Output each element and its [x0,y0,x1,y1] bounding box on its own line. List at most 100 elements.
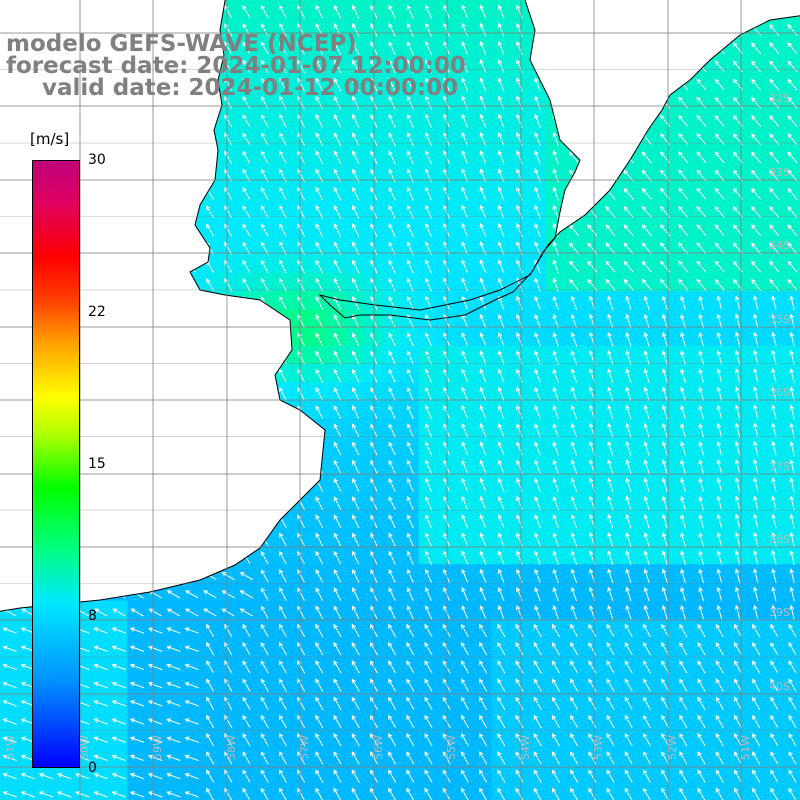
wind-vector [461,496,469,510]
wind-vector [333,623,342,638]
wind-vector [733,696,742,710]
wind-speed-cell [145,273,165,292]
wind-vector [752,714,761,729]
wind-speed-cell [327,782,347,800]
wind-vector [352,186,360,201]
wind-vector [133,351,142,364]
wind-speed-cell [618,91,638,110]
wind-speed-cell [382,291,401,310]
wind-vector [461,259,469,274]
wind-vector [679,696,688,710]
wind-vector [166,590,181,599]
wind-speed-cell [564,200,583,219]
wind-vector [625,350,632,365]
wind-speed-cell [200,327,219,347]
wind-speed-cell [527,618,547,638]
wind-speed-cell [582,728,602,747]
wind-speed-cell [764,218,784,238]
wind-speed-cell [309,218,329,238]
wind-vector [714,224,725,237]
wind-speed-cell [546,746,565,765]
wind-speed-cell [564,273,583,292]
wind-speed-cell [691,764,711,784]
wind-speed-cell [709,0,729,19]
wind-speed-cell [364,655,383,674]
wind-speed-cell [91,400,110,420]
wind-speed-cell [163,764,183,784]
wind-vector [461,4,469,19]
wind-vector [479,40,487,56]
wind-vector [733,732,742,747]
lon-label: 59W [151,735,164,760]
wind-speed-cell [455,764,474,784]
wind-speed-cell [473,764,492,784]
wind-speed-cell [564,36,583,56]
wind-vector [5,151,15,164]
wind-speed-cell [637,273,656,292]
wind-speed-cell [364,509,383,529]
wind-vector [770,714,779,729]
wind-speed-cell [291,382,310,401]
wind-vector [424,568,432,583]
wind-vector [333,514,342,529]
wind-vector [388,623,397,638]
wind-vector [698,513,704,529]
wind-vector [184,754,199,762]
wind-speed-cell [418,455,438,474]
wind-vector [697,769,706,783]
wind-speed-cell [764,254,784,274]
wind-vector [497,222,505,238]
wind-speed-cell [145,327,165,347]
wind-vector [534,586,541,602]
wind-vector [260,5,269,19]
wind-vector [333,405,342,419]
wind-speed-cell [728,236,747,256]
wind-vector [424,59,432,74]
wind-vector [552,4,559,19]
wind-speed-cell [273,600,292,620]
wind-vector [96,478,106,492]
wind-vector [242,114,251,128]
wind-vector [697,678,706,692]
wind-speed-cell [709,54,729,74]
wind-speed-cell [218,72,238,92]
wind-vector [206,314,215,328]
wind-speed-cell [236,400,256,420]
wind-speed-cell [364,637,383,656]
wind-vector [5,78,15,91]
wind-vector [497,751,506,765]
wind-vector [497,514,505,529]
wind-speed-cell [0,455,19,474]
wind-speed-cell [145,200,165,219]
wind-vector [206,150,215,164]
wind-vector [352,514,360,529]
wind-vector [114,533,124,546]
wind-speed-cell [564,254,583,274]
wind-speed-cell [764,709,784,729]
wind-vector [696,278,707,291]
wind-speed-cell [0,618,19,638]
wind-vector [406,714,415,729]
wind-speed-cell [273,0,292,19]
wind-vector [351,641,360,656]
wind-vector [406,732,415,747]
wind-speed-cell [728,109,747,128]
wind-speed-cell [0,564,19,583]
wind-speed-cell [436,673,456,693]
wind-vector [187,223,197,237]
wind-vector [570,732,579,747]
wind-vector [260,623,269,638]
wind-speed-cell [236,436,256,456]
wind-vector [534,95,541,110]
wind-vector [734,386,741,402]
wind-vector [497,313,505,329]
colorbar-tick-0: 0 [88,760,97,776]
wind-speed-cell [709,72,729,92]
wind-speed-cell [0,527,19,547]
wind-speed-cell [673,273,693,292]
wind-vector [352,550,360,565]
wind-speed-cell [382,382,401,401]
wind-vector [734,586,741,602]
wind-speed-cell [782,36,800,56]
wind-vector [570,605,578,620]
